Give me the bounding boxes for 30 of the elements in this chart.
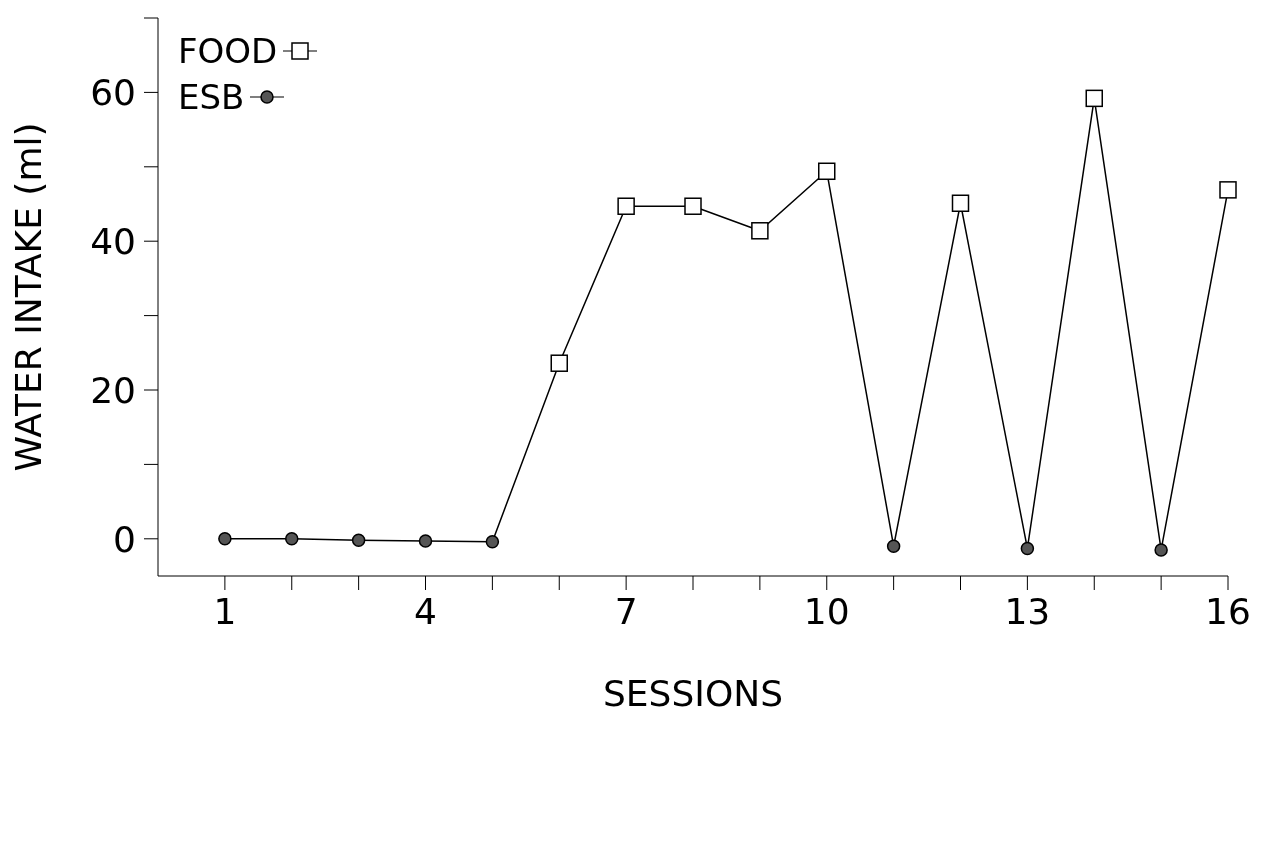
- point: [218, 532, 232, 546]
- y-tick-label: 0: [113, 518, 136, 560]
- point: [684, 197, 702, 215]
- point: [1154, 543, 1168, 557]
- point: [1085, 89, 1103, 108]
- point: [751, 222, 769, 240]
- y-axis-title: WATER INTAKE (ml): [7, 122, 49, 472]
- x-tick-label: 4: [414, 590, 437, 632]
- point: [886, 539, 901, 553]
- point: [951, 194, 970, 213]
- x-tick-label: 10: [803, 590, 850, 632]
- legend-label: ESB: [178, 76, 245, 119]
- point: [1020, 541, 1035, 556]
- point: [285, 532, 299, 546]
- x-tick-label: 7: [614, 590, 638, 632]
- x-tick-label: 1: [213, 590, 237, 632]
- y-tick-label: 60: [90, 72, 136, 114]
- point: [351, 533, 366, 548]
- point: [617, 197, 635, 215]
- y-tick-label: 20: [90, 369, 136, 411]
- point: [485, 535, 500, 549]
- point: [418, 534, 433, 548]
- x-tick-label: 16: [1205, 590, 1251, 632]
- x-tick-label: 13: [1004, 590, 1051, 632]
- point: [1219, 181, 1237, 199]
- y-tick-label: 40: [90, 220, 136, 262]
- point: [818, 162, 836, 181]
- legend-label: FOOD: [178, 30, 278, 73]
- point: [550, 354, 568, 372]
- x-axis-title: SESSIONS: [602, 673, 784, 714]
